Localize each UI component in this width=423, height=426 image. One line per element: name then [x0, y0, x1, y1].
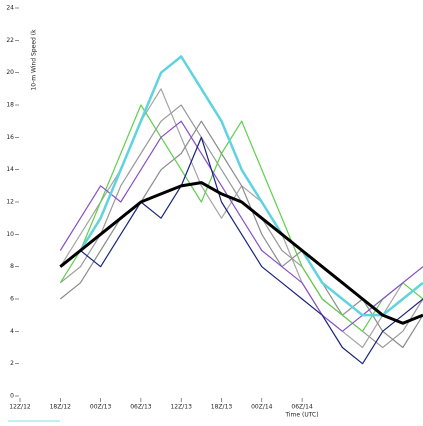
- y-tick-label: 10: [6, 231, 14, 238]
- y-tick-label: 18: [6, 102, 14, 109]
- x-tick-label: 00Z/14: [251, 404, 273, 411]
- y-tick-label: 0: [10, 393, 14, 400]
- series-line: [59, 104, 423, 332]
- y-tick-label: 4: [10, 328, 14, 335]
- series-line: [59, 104, 423, 349]
- y-tick-label: 14: [6, 166, 14, 173]
- x-axis-label: Time (UTC): [284, 412, 318, 419]
- y-tick-label: 2: [10, 360, 14, 367]
- x-tick-label: 06Z/14: [291, 404, 313, 411]
- y-tick-label: 12: [6, 199, 14, 206]
- x-tick-label: 06Z/13: [130, 404, 152, 411]
- y-tick-label: 20: [6, 69, 14, 76]
- series-line: [59, 55, 423, 317]
- series-line: [59, 120, 423, 332]
- y-tick-label: 16: [6, 134, 14, 141]
- x-tick-label: 12Z/13: [170, 404, 192, 411]
- x-tick-label: 18Z/12: [50, 404, 72, 411]
- y-tick-label: 6: [10, 296, 14, 303]
- series-line: [59, 181, 423, 325]
- x-tick-label: 18Z/13: [211, 404, 233, 411]
- y-tick-label: 22: [6, 37, 14, 44]
- y-tick-label: 24: [6, 5, 14, 12]
- x-tick-label: 00Z/13: [90, 404, 112, 411]
- series-line: [59, 136, 423, 365]
- x-tick-label: 12Z/12: [9, 404, 31, 411]
- y-tick-label: 8: [10, 263, 14, 270]
- y-axis-label: 10-m Wind Speed (k: [31, 29, 38, 91]
